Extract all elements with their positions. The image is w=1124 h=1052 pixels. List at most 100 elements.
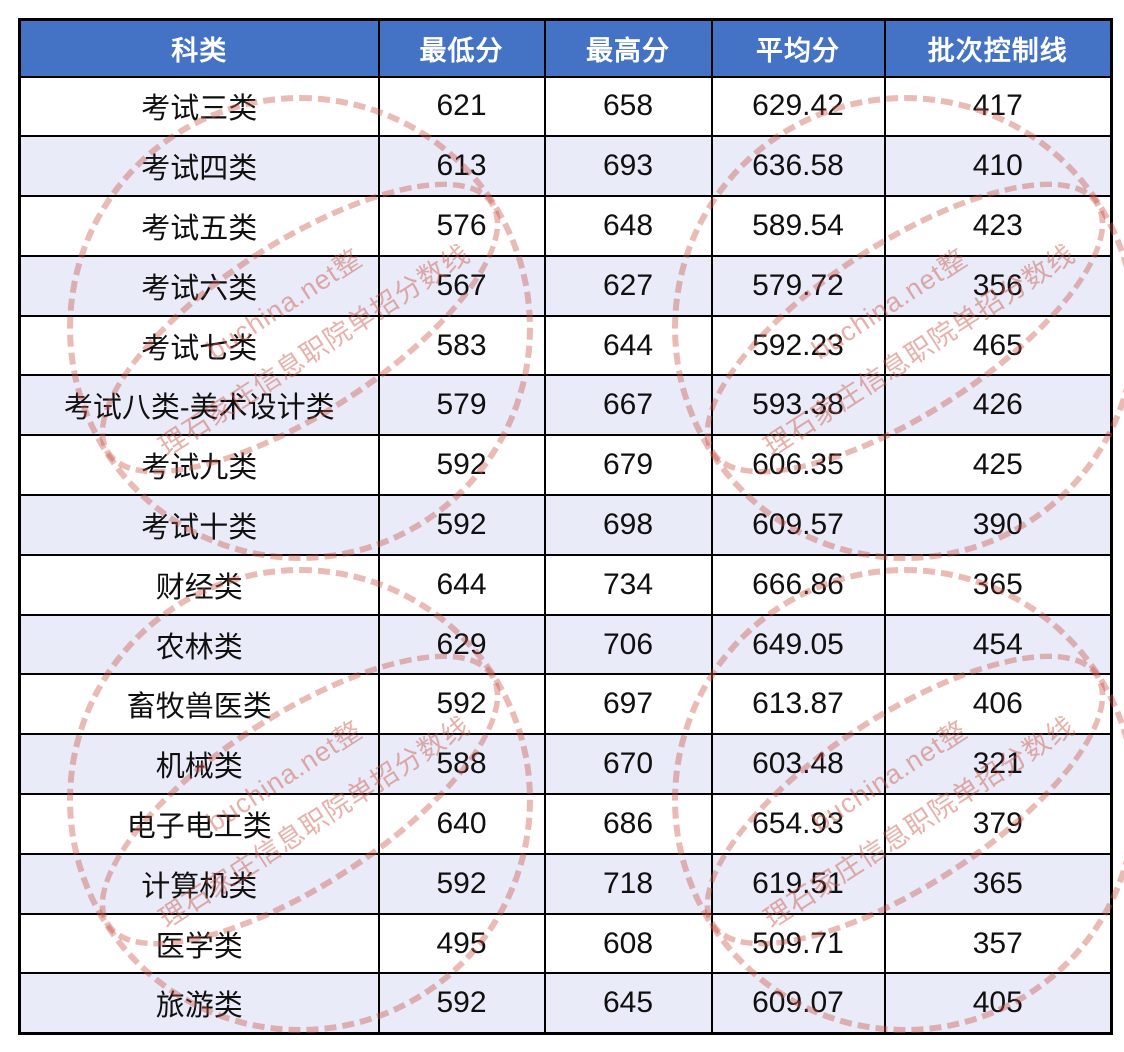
value-cell: 629.42 xyxy=(710,75,886,138)
value-cell: 423 xyxy=(883,195,1113,257)
value-cell: 417 xyxy=(883,75,1113,138)
header-cell-min-score: 最低分 xyxy=(377,18,546,78)
value-cell: 405 xyxy=(883,972,1113,1035)
table-row: 医学类 495 608 509.71 357 xyxy=(18,912,1113,975)
value-cell: 321 xyxy=(883,733,1113,796)
value-cell: 365 xyxy=(883,852,1113,915)
value-cell: 686 xyxy=(543,793,713,855)
table-row: 考试七类 583 644 592.23 465 xyxy=(18,314,1113,377)
value-cell: 592 xyxy=(377,673,546,736)
value-cell: 718 xyxy=(543,852,713,915)
table-row: 机械类 588 670 603.48 321 xyxy=(18,733,1113,796)
value-cell: 592 xyxy=(377,434,546,497)
table-row: 考试八类-美术设计类 579 667 593.38 426 xyxy=(18,374,1113,437)
value-cell: 465 xyxy=(883,314,1113,377)
value-cell: 454 xyxy=(883,613,1113,676)
value-cell: 425 xyxy=(883,434,1113,497)
category-cell: 考试四类 xyxy=(18,135,380,198)
value-cell: 588 xyxy=(377,733,546,796)
value-cell: 621 xyxy=(377,75,546,138)
value-cell: 640 xyxy=(377,793,546,855)
value-cell: 645 xyxy=(543,972,713,1035)
value-cell: 509.71 xyxy=(710,912,886,975)
value-cell: 592 xyxy=(377,852,546,915)
table-row: 旅游类 592 645 609.07 405 xyxy=(18,972,1113,1035)
table-row: 考试九类 592 679 606.35 425 xyxy=(18,434,1113,497)
value-cell: 365 xyxy=(883,553,1113,616)
value-cell: 706 xyxy=(543,613,713,676)
table-row: 考试三类 621 658 629.42 417 xyxy=(18,75,1113,138)
value-cell: 406 xyxy=(883,673,1113,736)
value-cell: 603.48 xyxy=(710,733,886,796)
category-cell: 农林类 xyxy=(18,613,380,676)
category-cell: 机械类 xyxy=(18,733,380,796)
value-cell: 619.51 xyxy=(710,852,886,915)
value-cell: 693 xyxy=(543,135,713,198)
table-row: 农林类 629 706 649.05 454 xyxy=(18,613,1113,676)
category-cell: 考试五类 xyxy=(18,195,380,257)
category-cell: 考试八类-美术设计类 xyxy=(18,374,380,437)
value-cell: 356 xyxy=(883,254,1113,317)
category-cell: 电子电工类 xyxy=(18,793,380,855)
table-row: 电子电工类 640 686 654.93 379 xyxy=(18,793,1113,855)
table-row: 考试五类 576 648 589.54 423 xyxy=(18,195,1113,257)
value-cell: 608 xyxy=(543,912,713,975)
value-cell: 609.07 xyxy=(710,972,886,1035)
value-cell: 576 xyxy=(377,195,546,257)
table-row: 考试四类 613 693 636.58 410 xyxy=(18,135,1113,198)
table-body: 考试三类 621 658 629.42 417 考试四类 613 693 636.58 410 考试… xyxy=(18,75,1113,1035)
category-cell: 畜牧兽医类 xyxy=(18,673,380,736)
value-cell: 390 xyxy=(883,494,1113,556)
value-cell: 654.93 xyxy=(710,793,886,855)
value-cell: 627 xyxy=(543,254,713,317)
value-cell: 592.23 xyxy=(710,314,886,377)
category-cell: 考试三类 xyxy=(18,75,380,138)
value-cell: 379 xyxy=(883,793,1113,855)
value-cell: 592 xyxy=(377,494,546,556)
value-cell: 636.58 xyxy=(710,135,886,198)
value-cell: 644 xyxy=(543,314,713,377)
value-cell: 583 xyxy=(377,314,546,377)
value-cell: 593.38 xyxy=(710,374,886,437)
category-cell: 医学类 xyxy=(18,912,380,975)
value-cell: 495 xyxy=(377,912,546,975)
header-cell-avg-score: 平均分 xyxy=(710,18,886,78)
category-cell: 旅游类 xyxy=(18,972,380,1035)
table-row: 财经类 644 734 666.86 365 xyxy=(18,553,1113,616)
header-row: 科类 最低分 最高分 平均分 批次控制线 xyxy=(18,18,1113,78)
header-cell-category: 科类 xyxy=(18,18,380,78)
category-cell: 考试七类 xyxy=(18,314,380,377)
category-cell: 计算机类 xyxy=(18,852,380,915)
scores-table: 科类 最低分 最高分 平均分 批次控制线 考试三类 621 658 629.42 417… xyxy=(18,18,1113,1035)
value-cell: 609.57 xyxy=(710,494,886,556)
value-cell: 734 xyxy=(543,553,713,616)
value-cell: 648 xyxy=(543,195,713,257)
table-row: 考试六类 567 627 579.72 356 xyxy=(18,254,1113,317)
value-cell: 613.87 xyxy=(710,673,886,736)
value-cell: 357 xyxy=(883,912,1113,975)
value-cell: 679 xyxy=(543,434,713,497)
value-cell: 697 xyxy=(543,673,713,736)
header-cell-max-score: 最高分 xyxy=(543,18,713,78)
table-row: 考试十类 592 698 609.57 390 xyxy=(18,494,1113,556)
value-cell: 592 xyxy=(377,972,546,1035)
value-cell: 644 xyxy=(377,553,546,616)
value-cell: 629 xyxy=(377,613,546,676)
value-cell: 658 xyxy=(543,75,713,138)
value-cell: 567 xyxy=(377,254,546,317)
category-cell: 考试六类 xyxy=(18,254,380,317)
value-cell: 649.05 xyxy=(710,613,886,676)
header-cell-control-line: 批次控制线 xyxy=(883,18,1113,78)
table-row: 计算机类 592 718 619.51 365 xyxy=(18,852,1113,915)
value-cell: 410 xyxy=(883,135,1113,198)
category-cell: 考试十类 xyxy=(18,494,380,556)
value-cell: 667 xyxy=(543,374,713,437)
value-cell: 589.54 xyxy=(710,195,886,257)
value-cell: 426 xyxy=(883,374,1113,437)
value-cell: 666.86 xyxy=(710,553,886,616)
category-cell: 财经类 xyxy=(18,553,380,616)
value-cell: 579 xyxy=(377,374,546,437)
table-row: 畜牧兽医类 592 697 613.87 406 xyxy=(18,673,1113,736)
value-cell: 670 xyxy=(543,733,713,796)
